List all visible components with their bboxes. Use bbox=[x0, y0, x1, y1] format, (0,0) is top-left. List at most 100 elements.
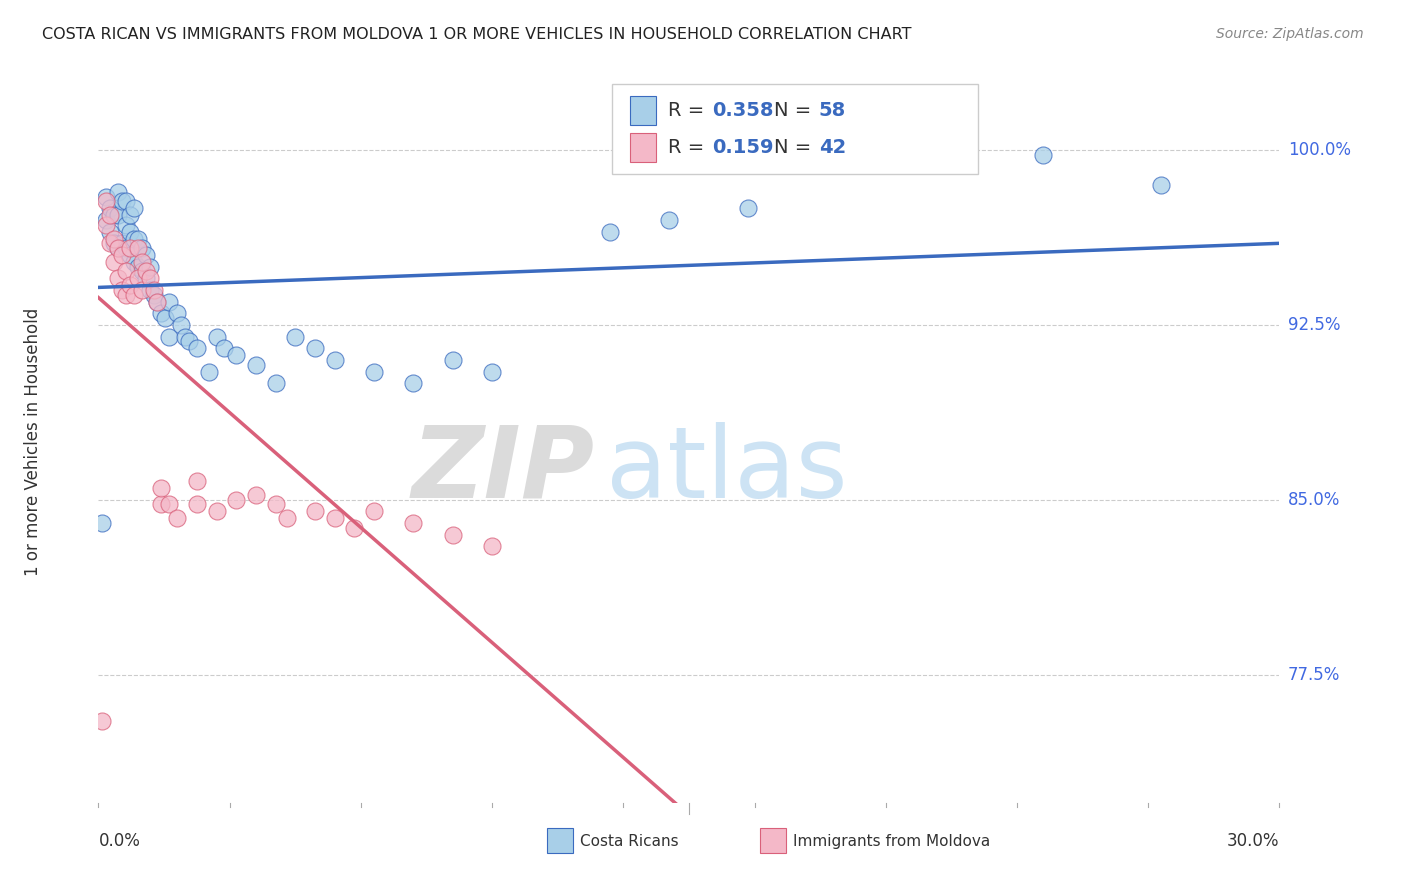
Point bbox=[1032, 148, 1054, 162]
Point bbox=[135, 271, 157, 285]
Point bbox=[225, 492, 247, 507]
Point bbox=[205, 504, 228, 518]
Point bbox=[115, 241, 138, 255]
Point bbox=[103, 209, 125, 223]
Point bbox=[122, 255, 145, 269]
Text: 85.0%: 85.0% bbox=[1288, 491, 1340, 508]
Point bbox=[599, 225, 621, 239]
Point bbox=[150, 481, 173, 495]
Point bbox=[157, 498, 180, 512]
Text: 77.5%: 77.5% bbox=[1288, 665, 1340, 683]
Point bbox=[658, 213, 681, 227]
Point bbox=[115, 264, 138, 278]
Point bbox=[103, 232, 125, 246]
Point bbox=[122, 202, 145, 216]
Point bbox=[127, 241, 149, 255]
Text: 30.0%: 30.0% bbox=[1227, 831, 1279, 850]
Point bbox=[284, 329, 307, 343]
FancyBboxPatch shape bbox=[630, 96, 655, 125]
Text: 100.0%: 100.0% bbox=[1288, 141, 1351, 159]
Point bbox=[98, 202, 121, 216]
Point bbox=[138, 271, 160, 285]
FancyBboxPatch shape bbox=[547, 828, 574, 854]
Point bbox=[245, 358, 267, 372]
Point bbox=[107, 209, 129, 223]
Text: Costa Ricans: Costa Ricans bbox=[581, 834, 679, 848]
Point bbox=[205, 329, 228, 343]
Point bbox=[96, 194, 118, 209]
Text: 0.358: 0.358 bbox=[713, 101, 775, 120]
Point bbox=[118, 278, 141, 293]
Point bbox=[363, 365, 385, 379]
Point bbox=[115, 194, 138, 209]
Point bbox=[131, 255, 153, 269]
Point bbox=[91, 714, 114, 729]
FancyBboxPatch shape bbox=[612, 84, 979, 174]
Point bbox=[142, 287, 165, 301]
Point bbox=[115, 287, 138, 301]
Text: 42: 42 bbox=[818, 138, 846, 157]
Point bbox=[98, 209, 121, 223]
Point bbox=[118, 225, 141, 239]
Point bbox=[343, 521, 366, 535]
Point bbox=[111, 283, 134, 297]
Text: R =: R = bbox=[668, 138, 710, 157]
Point bbox=[142, 283, 165, 297]
Point bbox=[150, 306, 173, 320]
Point bbox=[111, 194, 134, 209]
Point bbox=[98, 225, 121, 239]
Point bbox=[166, 306, 188, 320]
Point bbox=[146, 294, 169, 309]
Point bbox=[107, 185, 129, 199]
Point bbox=[323, 353, 346, 368]
Point bbox=[118, 241, 141, 255]
Point bbox=[135, 264, 157, 278]
Point bbox=[103, 255, 125, 269]
Point bbox=[107, 271, 129, 285]
Point bbox=[157, 329, 180, 343]
Text: ZIP: ZIP bbox=[412, 422, 595, 519]
Point bbox=[138, 283, 160, 297]
Point bbox=[118, 248, 141, 262]
Point bbox=[118, 209, 141, 223]
Point bbox=[98, 236, 121, 251]
Text: 92.5%: 92.5% bbox=[1288, 316, 1340, 334]
Point bbox=[103, 236, 125, 251]
Text: R =: R = bbox=[668, 101, 710, 120]
Point bbox=[155, 311, 177, 326]
Point bbox=[304, 341, 326, 355]
Point bbox=[304, 504, 326, 518]
Point bbox=[131, 241, 153, 255]
Point bbox=[115, 218, 138, 232]
FancyBboxPatch shape bbox=[759, 828, 786, 854]
Point bbox=[402, 376, 425, 391]
Point bbox=[122, 287, 145, 301]
Point bbox=[122, 232, 145, 246]
Point bbox=[91, 516, 114, 530]
Point bbox=[177, 334, 200, 349]
Point bbox=[441, 528, 464, 542]
Point bbox=[174, 329, 197, 343]
Text: 1 or more Vehicles in Household: 1 or more Vehicles in Household bbox=[24, 308, 42, 575]
Point bbox=[186, 474, 208, 488]
Text: 0.0%: 0.0% bbox=[98, 831, 141, 850]
FancyBboxPatch shape bbox=[630, 134, 655, 162]
Point bbox=[323, 511, 346, 525]
Point bbox=[166, 511, 188, 525]
Point bbox=[402, 516, 425, 530]
Point bbox=[481, 540, 503, 554]
Point bbox=[138, 260, 160, 274]
Point bbox=[131, 283, 153, 297]
Point bbox=[481, 365, 503, 379]
Point bbox=[225, 348, 247, 362]
Point bbox=[276, 511, 298, 525]
Text: COSTA RICAN VS IMMIGRANTS FROM MOLDOVA 1 OR MORE VEHICLES IN HOUSEHOLD CORRELATI: COSTA RICAN VS IMMIGRANTS FROM MOLDOVA 1… bbox=[42, 27, 911, 42]
Point bbox=[111, 236, 134, 251]
Text: 58: 58 bbox=[818, 101, 846, 120]
Point bbox=[264, 498, 287, 512]
Point bbox=[127, 271, 149, 285]
Point bbox=[441, 353, 464, 368]
Point bbox=[146, 294, 169, 309]
Point bbox=[737, 202, 759, 216]
Text: atlas: atlas bbox=[606, 422, 848, 519]
